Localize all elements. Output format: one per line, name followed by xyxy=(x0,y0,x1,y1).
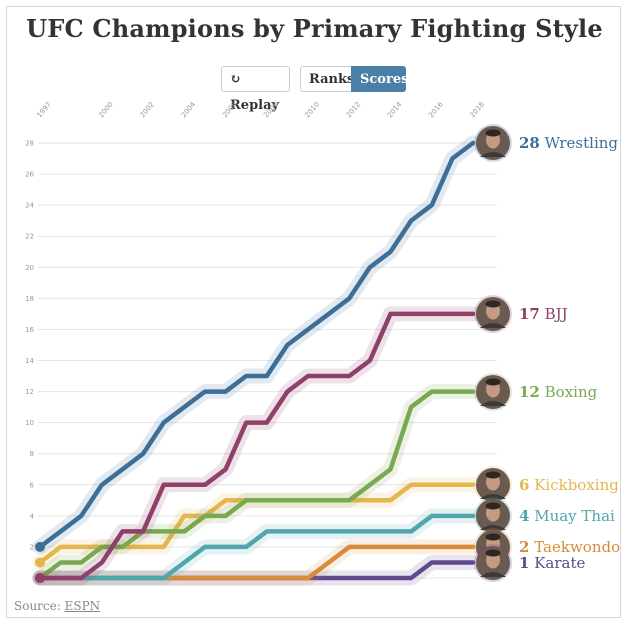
x-tick-label: 2006 xyxy=(221,100,239,119)
avatar-shoulders xyxy=(480,401,506,406)
avatar-hair xyxy=(485,502,501,510)
avatar-hair xyxy=(485,549,501,557)
series-total-wrestling: 28 xyxy=(519,134,540,152)
avatar-hair xyxy=(485,533,501,541)
series-label-muay-thai: 4 Muay Thai xyxy=(519,507,615,525)
series-start-point-kickboxing xyxy=(35,557,45,568)
series-total-kickboxing: 6 xyxy=(519,476,529,494)
source-note: Source: ESPN xyxy=(14,599,100,613)
series-name-karate: Karate xyxy=(529,554,585,572)
chart-controls: ↻ Replay Ranks Scores xyxy=(0,66,629,113)
series-name-bjj: BJJ xyxy=(540,305,568,323)
series-start-point-bjj xyxy=(35,573,45,583)
avatar-hair xyxy=(485,471,501,479)
series-line-bjj xyxy=(37,311,476,581)
series-total-boxing: 12 xyxy=(519,383,540,401)
y-tick-label: 4 xyxy=(30,512,35,520)
fighter-avatar-kickboxing xyxy=(474,466,512,504)
avatar-shoulders xyxy=(480,152,506,157)
y-tick-label: 26 xyxy=(25,171,34,179)
ranks-toggle-button[interactable]: Ranks xyxy=(300,66,354,92)
x-tick-label: 2014 xyxy=(386,100,404,119)
fighter-avatar-boxing xyxy=(474,373,512,411)
replay-label: Replay xyxy=(230,98,280,113)
y-tick-label: 6 xyxy=(30,481,35,489)
x-tick-label: 2018 xyxy=(468,100,486,119)
x-tick-label: 2000 xyxy=(97,100,115,119)
y-tick-label: 18 xyxy=(25,295,34,303)
series-name-boxing: Boxing xyxy=(540,383,598,401)
y-tick-label: 22 xyxy=(25,233,34,241)
series-total-muay-thai: 4 xyxy=(519,507,529,525)
avatar-shoulders xyxy=(480,494,506,499)
source-label: Source: xyxy=(14,599,61,613)
fighter-avatar-muay-thai xyxy=(474,497,512,535)
x-tick-label: 2010 xyxy=(303,100,321,119)
x-tick-label: 1997 xyxy=(35,100,53,119)
series-total-bjj: 17 xyxy=(519,305,540,323)
y-tick-label: 24 xyxy=(25,202,34,210)
y-tick-label: 20 xyxy=(25,264,34,272)
y-tick-label: 12 xyxy=(25,388,34,396)
x-tick-label: 2002 xyxy=(138,100,156,119)
series-label-boxing: 12 Boxing xyxy=(519,383,598,401)
replay-icon: ↻ xyxy=(230,72,241,87)
avatar-shoulders xyxy=(480,525,506,530)
y-tick-label: 8 xyxy=(30,450,34,458)
x-axis-ticks: 1997 2000 2002 2004 2006 2008 2010 2012 2014 2016… xyxy=(35,100,486,119)
avatar-hair xyxy=(485,300,501,308)
series-label-kickboxing: 6 Kickboxing xyxy=(519,476,619,494)
source-link[interactable]: ESPN xyxy=(64,599,101,613)
fighter-avatar-wrestling xyxy=(474,124,512,162)
y-tick-label: 16 xyxy=(25,326,34,334)
series-start-point-wrestling xyxy=(35,541,45,552)
fighter-avatar-bjj xyxy=(474,295,512,333)
x-tick-label: 2008 xyxy=(262,100,280,119)
y-tick-label: 10 xyxy=(25,419,34,427)
series-name-kickboxing: Kickboxing xyxy=(529,476,619,494)
x-tick-label: 2012 xyxy=(345,100,363,119)
scores-toggle-button[interactable]: Scores xyxy=(351,66,408,92)
series-name-wrestling: Wrestling xyxy=(540,134,619,152)
x-tick-label: 2016 xyxy=(427,100,445,119)
avatar-hair xyxy=(485,378,501,386)
fighter-avatar-karate xyxy=(474,544,512,582)
chart-frame xyxy=(6,6,621,618)
series-lines xyxy=(32,135,481,586)
series-label-bjj: 17 BJJ xyxy=(519,305,568,323)
y-tick-label: 2 xyxy=(30,543,34,551)
replay-button[interactable]: ↻ Replay xyxy=(221,66,290,113)
y-tick-label: 28 xyxy=(25,140,34,148)
avatar-hair xyxy=(485,129,501,137)
chart-title: UFC Champions by Primary Fighting Style xyxy=(26,14,603,43)
series-label-taekwondo: 2 Taekwondo xyxy=(519,538,620,556)
series-label-wrestling: 28 Wrestling xyxy=(519,134,618,152)
series-name-taekwondo: Taekwondo xyxy=(529,538,620,556)
series-total-taekwondo: 2 xyxy=(519,538,529,556)
series-label-karate: 1 Karate xyxy=(519,554,585,572)
series-line-wrestling xyxy=(37,140,476,550)
series-name-muay-thai: Muay Thai xyxy=(529,507,615,525)
avatar-shoulders xyxy=(480,572,506,577)
x-tick-label: 2004 xyxy=(180,100,198,119)
avatar-shoulders xyxy=(480,323,506,328)
y-tick-label: 14 xyxy=(25,357,34,365)
series-line-muay-thai xyxy=(37,513,476,581)
series-total-karate: 1 xyxy=(519,554,529,572)
